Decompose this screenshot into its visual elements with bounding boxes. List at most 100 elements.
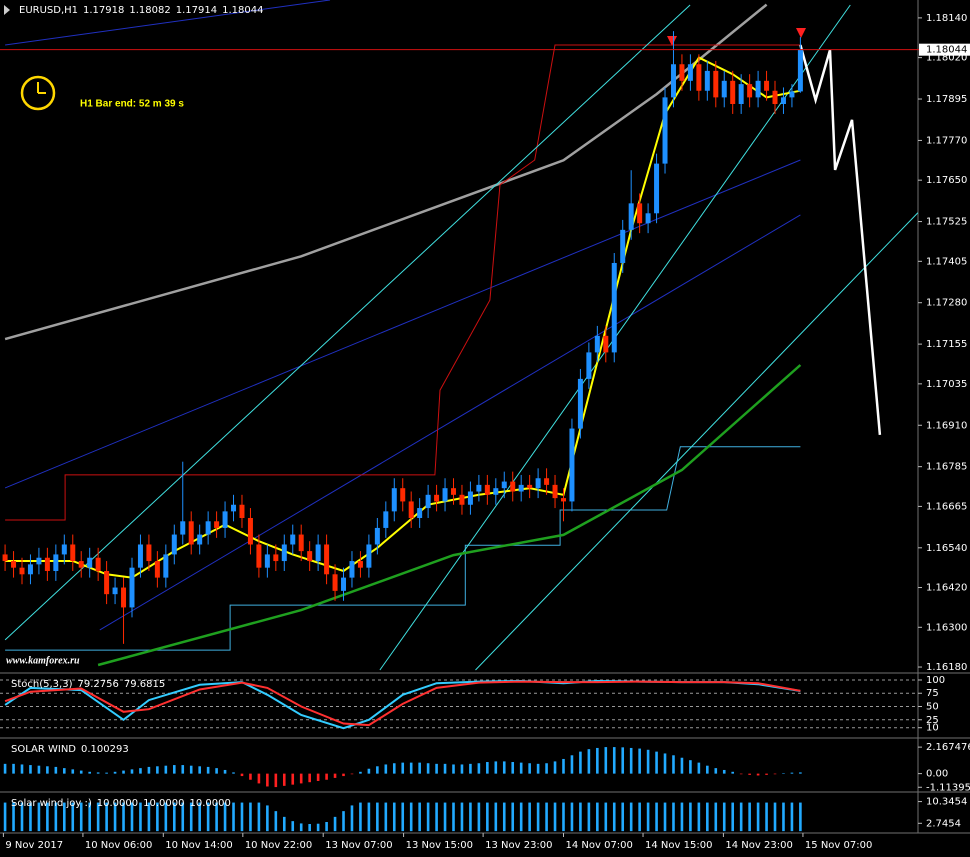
histogram-bar [756, 773, 760, 776]
histogram-bar [189, 802, 193, 832]
candle-body [273, 554, 279, 562]
histogram-bar [249, 773, 252, 780]
readout: 10.0000 [143, 798, 184, 809]
histogram-bar [562, 802, 565, 832]
histogram-bar [139, 802, 142, 832]
histogram-bar [215, 768, 218, 774]
candle-body [586, 352, 592, 379]
candle-body [764, 80, 770, 91]
series-line [4, 680, 801, 727]
y-tick-label: 0.00 [926, 769, 948, 780]
histogram-bar [545, 802, 548, 832]
candle-body [620, 229, 626, 263]
histogram-bar [680, 802, 684, 832]
histogram-bar [722, 802, 726, 832]
histogram-bar [596, 747, 599, 774]
histogram-bar [392, 802, 396, 832]
histogram-bar [697, 802, 701, 832]
y-tick-label: 50 [926, 702, 939, 713]
histogram-bar [156, 766, 159, 774]
histogram-bar [257, 773, 261, 784]
candle-body [687, 64, 693, 81]
histogram-bar [739, 802, 743, 832]
histogram-bar [528, 763, 531, 774]
histogram-bar [181, 765, 185, 774]
indicator-line [4, 4, 691, 641]
histogram-bar [426, 763, 430, 774]
candle-body [180, 521, 186, 535]
title-text: Stoch(5,3,3) [11, 679, 73, 690]
histogram-bar [460, 802, 464, 832]
panel-title: Stoch(5,3,3) 79.2756 79.6815 [11, 679, 165, 690]
x-tick-label: 14 Nov 23:00 [725, 840, 792, 851]
histogram-bar [392, 763, 396, 774]
candle-body [679, 64, 685, 81]
histogram-bar [756, 802, 760, 832]
histogram-bar [401, 802, 405, 832]
histogram-bar [215, 802, 218, 832]
histogram-bar [469, 802, 472, 832]
x-tick-label: 9 Nov 2017 [5, 840, 63, 851]
candle-body [535, 478, 541, 489]
histogram-bar [257, 802, 261, 832]
histogram-bar [706, 765, 709, 774]
histogram-bar [71, 802, 75, 832]
candle-body [755, 80, 761, 98]
histogram-bar [748, 802, 751, 832]
histogram-bar [198, 802, 201, 832]
candle-body [137, 544, 143, 568]
ohlc-readout: 1.18044 [222, 5, 263, 16]
histogram-bar [562, 758, 565, 774]
candle-body [654, 163, 660, 214]
histogram-bar [494, 802, 498, 832]
candle-body [129, 567, 135, 608]
histogram-bar [88, 771, 91, 774]
histogram-bar [206, 802, 210, 832]
panel-title: Solar wind joy :) 10.0000 10.0000 10.0000 [11, 798, 231, 809]
histogram-bar [773, 773, 777, 775]
histogram-bar [79, 802, 83, 832]
annotation: H1 Bar end: 52 m 39 s [80, 99, 184, 110]
histogram-bar [232, 802, 235, 832]
candle-body [442, 488, 448, 502]
candle-body [11, 561, 17, 568]
histogram-bar [63, 768, 66, 774]
x-tick-label: 15 Nov 07:00 [805, 840, 872, 851]
histogram-bar [376, 766, 379, 774]
x-tick-label: 14 Nov 07:00 [565, 840, 632, 851]
candle-body [544, 478, 550, 485]
candle-body [264, 554, 270, 568]
y-tick-label: 75 [926, 688, 939, 699]
histogram-bar [350, 805, 354, 832]
candle-body [467, 491, 473, 505]
histogram-bar [553, 802, 557, 832]
histogram-bar [12, 802, 15, 832]
candle-body [611, 262, 617, 353]
histogram-bar [37, 765, 41, 774]
histogram-bar [519, 762, 523, 774]
readout: 0.100293 [81, 744, 129, 755]
candle-body [434, 494, 440, 502]
x-tick-label: 10 Nov 14:00 [165, 840, 232, 851]
plot-area [3, 747, 802, 788]
histogram-bar [266, 805, 269, 832]
candle-body [713, 70, 719, 98]
histogram-bar [790, 772, 794, 774]
current-price-box [919, 43, 970, 56]
y-tick-label: 1.16180 [926, 662, 967, 673]
histogram-bar [579, 751, 582, 774]
ohlc-readout: 1.17918 [83, 5, 124, 16]
histogram-bar [511, 802, 515, 832]
candle-body [27, 564, 33, 575]
histogram-bar [799, 802, 802, 832]
histogram-bar [604, 802, 608, 832]
y-tick-label: -1.113954 [926, 782, 970, 793]
candle-body [374, 527, 380, 545]
histogram-bar [545, 763, 548, 774]
histogram-bar [494, 761, 498, 774]
clock-icon [20, 75, 56, 111]
candle-body [738, 84, 744, 104]
y-tick-label: 1.16420 [926, 583, 967, 594]
histogram-bar [198, 766, 201, 774]
title-text: SOLAR WIND [11, 744, 76, 755]
